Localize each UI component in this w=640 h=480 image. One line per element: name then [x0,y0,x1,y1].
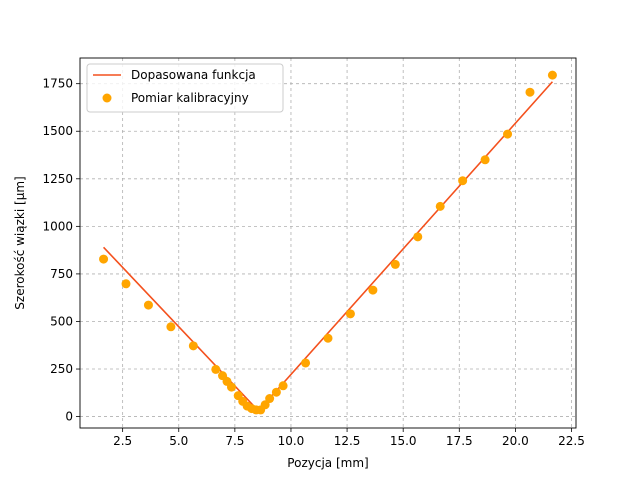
measurement-point [166,322,176,332]
measurement-point [226,382,236,392]
x-tick-label: 20.0 [502,434,529,448]
y-tick-label: 250 [50,362,73,376]
measurement-point [143,300,153,310]
y-tick-label: 1000 [42,219,73,233]
measurement-point [345,309,355,319]
measurement-point [265,394,275,404]
measurement-point [323,333,333,343]
x-tick-label: 15.0 [390,434,417,448]
measurement-point [260,400,270,410]
y-tick-label: 1500 [42,124,73,138]
measurement-point [503,129,513,139]
x-axis-ticks: 2.5 5.0 7.5 10.0 12.5 15.0 17.5 20.0 22.5 [113,428,585,448]
measurement-point [435,201,445,211]
legend: Dopasowana funkcja Pomiar kalibracyjny [86,63,284,113]
x-axis-label: Pozycja [mm] [287,456,368,470]
y-tick-label: 500 [50,314,73,328]
y-axis-ticks: 0 250 500 750 1000 1250 1500 1750 [42,77,80,424]
axes-frame [79,57,577,429]
measurement-point [525,87,535,97]
x-tick-label: 12.5 [334,434,361,448]
grid [80,58,576,428]
y-axis-label: Szerokość wiązki [μm] [13,176,27,309]
measurement-point [271,387,281,397]
measurement-point [390,259,400,269]
measurement-point [480,155,490,165]
y-tick-label: 1250 [42,172,73,186]
legend-label-fit: Dopasowana funkcja [131,68,256,82]
measurement-point [99,254,109,264]
measurement-point [368,285,378,295]
x-tick-label: 17.5 [446,434,473,448]
legend-marker-swatch [102,93,112,103]
legend-box [86,63,284,113]
x-tick-label: 22.5 [558,434,585,448]
y-tick-label: 1750 [42,77,73,91]
measurement-point [211,364,221,374]
measurement-point [458,176,468,186]
legend-label-measurement: Pomiar kalibracyjny [131,91,249,105]
x-tick-label: 10.0 [278,434,305,448]
measurement-point [278,381,288,391]
x-tick-label: 5.0 [169,434,188,448]
plot-area [99,70,557,415]
x-tick-label: 7.5 [225,434,244,448]
measurement-point [547,70,557,80]
measurement-point [121,279,131,289]
y-tick-label: 0 [65,410,73,424]
x-tick-label: 2.5 [113,434,132,448]
measurement-point [188,341,198,351]
y-tick-label: 750 [50,267,73,281]
measurement-point [413,232,423,242]
measurement-point [301,358,311,368]
